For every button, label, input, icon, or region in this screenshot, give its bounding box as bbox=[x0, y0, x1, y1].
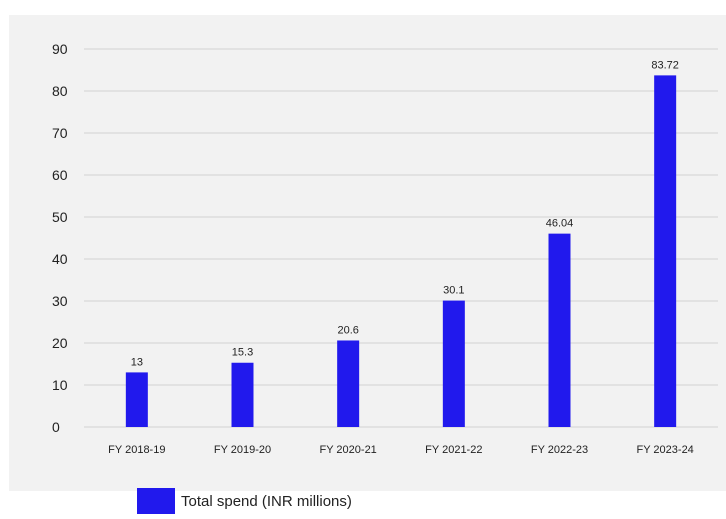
y-tick-label: 20 bbox=[52, 335, 68, 351]
y-tick-label: 70 bbox=[52, 125, 68, 141]
bar bbox=[125, 372, 148, 427]
data-label: 13 bbox=[131, 356, 143, 368]
x-tick-label: FY 2022-23 bbox=[531, 444, 588, 456]
bar bbox=[654, 75, 677, 427]
x-tick-label: FY 2018-19 bbox=[108, 444, 165, 456]
y-tick-label: 10 bbox=[52, 377, 68, 393]
data-label: 20.6 bbox=[337, 324, 358, 336]
data-label: 46.04 bbox=[546, 218, 574, 230]
x-tick-label: FY 2021-22 bbox=[425, 444, 482, 456]
y-tick-label: 50 bbox=[52, 209, 68, 225]
legend: Total spend (INR millions) bbox=[137, 488, 352, 514]
x-tick-label: FY 2020-21 bbox=[320, 444, 377, 456]
bar bbox=[231, 362, 254, 427]
y-tick-label: 60 bbox=[52, 167, 68, 183]
data-label: 83.72 bbox=[651, 59, 679, 71]
bar bbox=[337, 340, 360, 427]
legend-label: Total spend (INR millions) bbox=[181, 492, 352, 510]
bar bbox=[442, 300, 465, 427]
y-tick-label: 40 bbox=[52, 251, 68, 267]
y-tick-label: 90 bbox=[52, 41, 68, 57]
y-tick-label: 80 bbox=[52, 83, 68, 99]
y-tick-label: 30 bbox=[52, 293, 68, 309]
data-label: 15.3 bbox=[232, 347, 253, 359]
legend-swatch bbox=[137, 488, 175, 514]
x-tick-label: FY 2023-24 bbox=[637, 444, 694, 456]
data-label: 30.1 bbox=[443, 285, 464, 297]
bar bbox=[548, 233, 571, 427]
y-tick-label: 0 bbox=[52, 419, 60, 435]
x-tick-label: FY 2019-20 bbox=[214, 444, 271, 456]
